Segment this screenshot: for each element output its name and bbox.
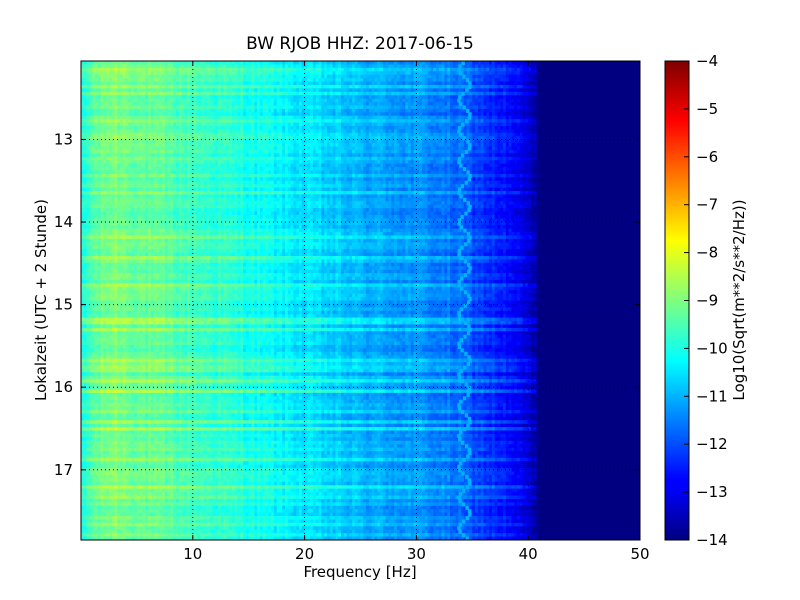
spectrogram-heatmap: [81, 61, 641, 541]
chart-title: BW RJOB HHZ: 2017-06-15: [246, 34, 474, 54]
